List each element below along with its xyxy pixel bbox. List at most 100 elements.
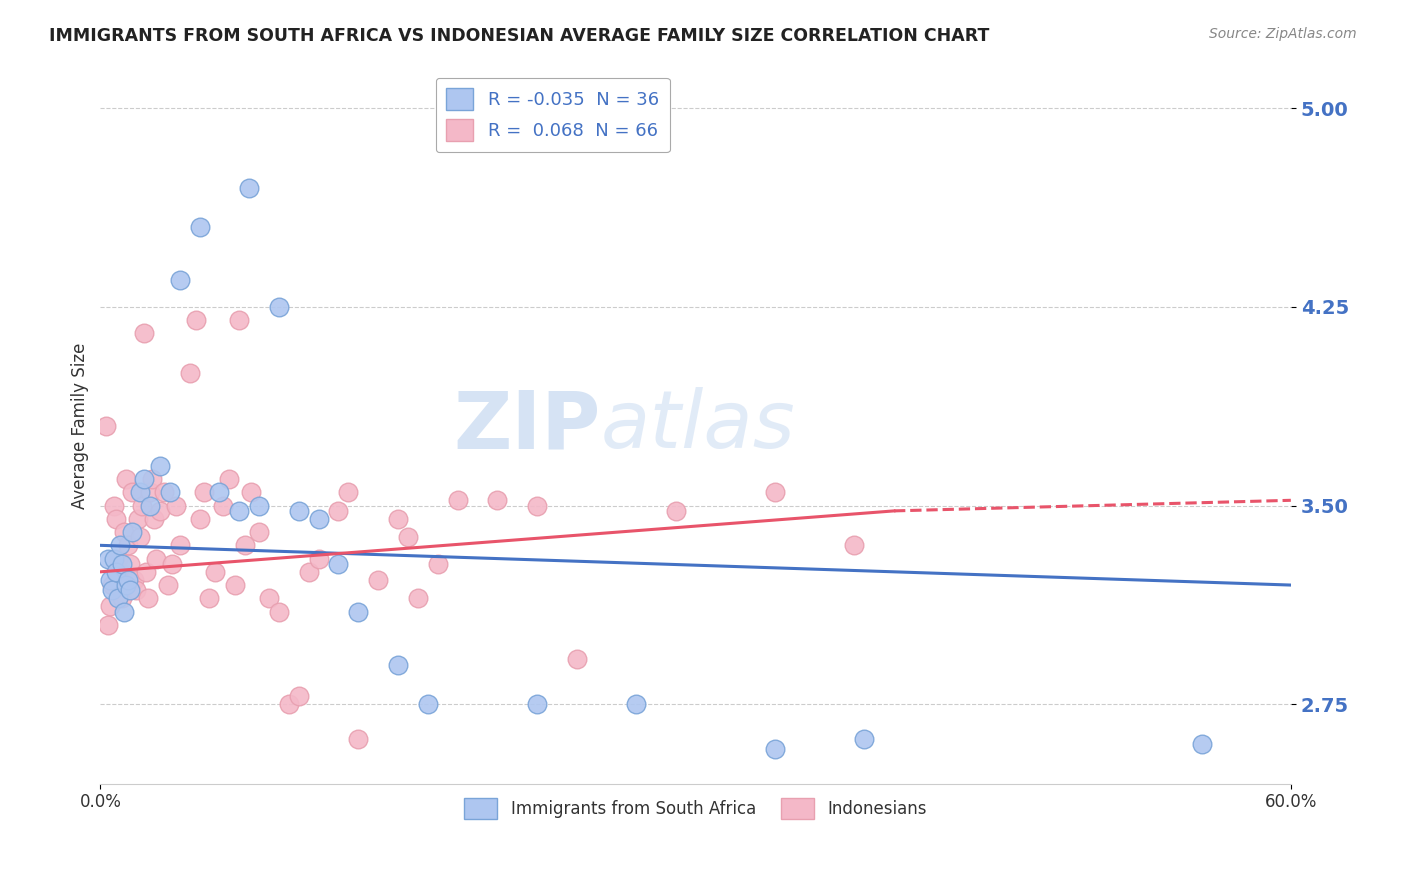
Text: Source: ZipAtlas.com: Source: ZipAtlas.com <box>1209 27 1357 41</box>
Point <box>108 565 131 579</box>
Point <box>624 698 647 712</box>
Point <box>347 731 370 746</box>
Point <box>387 512 409 526</box>
Point <box>233 538 256 552</box>
Point <box>328 557 350 571</box>
Point <box>267 300 290 314</box>
Point <box>139 485 162 500</box>
Point <box>98 599 121 614</box>
Point <box>763 742 786 756</box>
Point <box>101 583 124 598</box>
Point <box>198 591 221 606</box>
Text: atlas: atlas <box>600 387 796 465</box>
Point <box>120 557 142 571</box>
Point <box>228 504 250 518</box>
Point <box>120 583 142 598</box>
Point <box>159 485 181 500</box>
Point <box>247 525 270 540</box>
Point <box>406 591 429 606</box>
Point <box>188 512 211 526</box>
Point <box>111 591 134 606</box>
Point <box>97 617 120 632</box>
Point <box>204 565 226 579</box>
Point <box>308 512 330 526</box>
Point <box>184 313 207 327</box>
Point <box>136 591 159 606</box>
Point <box>117 573 139 587</box>
Point <box>115 472 138 486</box>
Text: ZIP: ZIP <box>453 387 600 465</box>
Point <box>257 591 280 606</box>
Point <box>853 731 876 746</box>
Point <box>396 530 419 544</box>
Point <box>103 499 125 513</box>
Point <box>101 578 124 592</box>
Point <box>127 512 149 526</box>
Point <box>112 525 135 540</box>
Point <box>247 499 270 513</box>
Point <box>218 472 240 486</box>
Point <box>228 313 250 327</box>
Point <box>287 504 309 518</box>
Point <box>153 485 176 500</box>
Point <box>179 366 201 380</box>
Point <box>98 573 121 587</box>
Point <box>1191 737 1213 751</box>
Y-axis label: Average Family Size: Average Family Size <box>72 343 89 509</box>
Point <box>165 499 187 513</box>
Point <box>107 551 129 566</box>
Point <box>347 605 370 619</box>
Point <box>188 220 211 235</box>
Point <box>121 525 143 540</box>
Point <box>112 605 135 619</box>
Point <box>107 591 129 606</box>
Point <box>367 573 389 587</box>
Point <box>287 690 309 704</box>
Point <box>240 485 263 500</box>
Point <box>125 583 148 598</box>
Point <box>96 419 118 434</box>
Point <box>387 657 409 672</box>
Point <box>142 512 165 526</box>
Point <box>97 551 120 566</box>
Point <box>132 472 155 486</box>
Point <box>105 512 128 526</box>
Point <box>129 530 152 544</box>
Point <box>238 180 260 194</box>
Point <box>416 698 439 712</box>
Point <box>565 652 588 666</box>
Point <box>103 551 125 566</box>
Point <box>132 326 155 341</box>
Point <box>277 698 299 712</box>
Point <box>141 472 163 486</box>
Point <box>129 485 152 500</box>
Point <box>328 504 350 518</box>
Point <box>298 565 321 579</box>
Point <box>145 551 167 566</box>
Point <box>337 485 360 500</box>
Point <box>486 493 509 508</box>
Point <box>193 485 215 500</box>
Point <box>122 573 145 587</box>
Point <box>121 485 143 500</box>
Point <box>169 538 191 552</box>
Point <box>208 485 231 500</box>
Text: IMMIGRANTS FROM SOUTH AFRICA VS INDONESIAN AVERAGE FAMILY SIZE CORRELATION CHART: IMMIGRANTS FROM SOUTH AFRICA VS INDONESI… <box>49 27 990 45</box>
Point <box>160 557 183 571</box>
Point <box>169 273 191 287</box>
Point <box>526 698 548 712</box>
Point <box>267 605 290 619</box>
Point <box>526 499 548 513</box>
Point <box>111 557 134 571</box>
Point <box>139 499 162 513</box>
Point <box>105 565 128 579</box>
Point <box>426 557 449 571</box>
Point <box>156 578 179 592</box>
Point <box>844 538 866 552</box>
Point <box>117 538 139 552</box>
Point <box>149 458 172 473</box>
Point <box>212 499 235 513</box>
Point <box>665 504 688 518</box>
Point <box>308 551 330 566</box>
Legend: Immigrants from South Africa, Indonesians: Immigrants from South Africa, Indonesian… <box>457 792 934 825</box>
